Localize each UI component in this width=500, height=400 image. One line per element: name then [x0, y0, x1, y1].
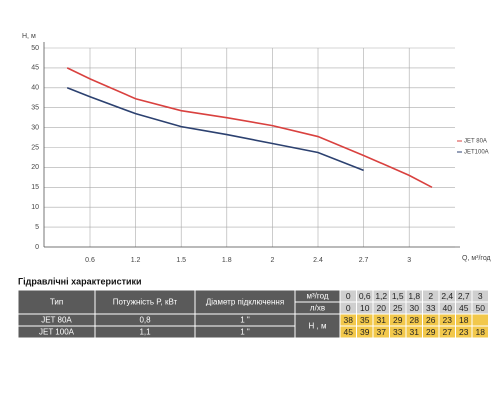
- head-value: 31: [377, 315, 387, 325]
- table-cell: 1,1: [139, 328, 151, 337]
- head-value: 39: [360, 327, 370, 337]
- flow-lpm: 40: [443, 303, 453, 313]
- x-tick-label: 0.6: [85, 257, 95, 264]
- flow-lpm: 0: [346, 303, 351, 313]
- table-cell: JET 80A: [41, 316, 72, 325]
- x-tick-label: 1.5: [176, 257, 186, 264]
- flow-m3h: 1,8: [408, 291, 420, 301]
- head-value: 29: [426, 327, 436, 337]
- head-value: 27: [443, 327, 453, 337]
- x-tick-label: 2.7: [359, 257, 369, 264]
- head-value: 28: [410, 315, 420, 325]
- head-value: 37: [377, 327, 387, 337]
- legend-label: JET 80A: [464, 139, 487, 145]
- flow-m3h: 1,2: [375, 291, 387, 301]
- x-tick-label: 2: [270, 257, 274, 264]
- table-cell: 1 ": [240, 316, 250, 325]
- head-value: 31: [410, 327, 420, 337]
- table-unit: м³/год: [306, 292, 328, 301]
- head-value: 26: [426, 315, 436, 325]
- head-value: 29: [393, 315, 403, 325]
- table-header: Діаметр підключення: [206, 298, 284, 307]
- flow-lpm: 33: [426, 303, 436, 313]
- y-tick-label: 20: [31, 164, 39, 171]
- y-tick-label: 35: [31, 105, 39, 112]
- flow-m3h: 2,4: [441, 291, 453, 301]
- flow-m3h: 1,5: [392, 291, 404, 301]
- y-tick-label: 25: [31, 144, 39, 151]
- head-value: 18: [459, 315, 469, 325]
- y-tick-label: 50: [31, 45, 39, 52]
- head-value-cell: [471, 325, 489, 339]
- table-title: Гідравлічні характеристики: [18, 276, 142, 286]
- head-value: 45: [344, 327, 354, 337]
- flow-m3h: 2: [428, 291, 433, 301]
- head-value: 35: [360, 315, 370, 325]
- table-head-label: H , м: [309, 322, 327, 331]
- table-head-label-cell: [294, 313, 341, 339]
- flow-m3h: 2,7: [458, 291, 470, 301]
- head-value-cell: [471, 313, 489, 327]
- y-axis-label: H, м: [22, 33, 36, 40]
- flow-m3h: 0: [346, 291, 351, 301]
- head-value: 23: [459, 327, 469, 337]
- table-cell: 1 ": [240, 328, 250, 337]
- flow-m3h: 0,6: [359, 291, 371, 301]
- table-header: Тип: [50, 298, 63, 307]
- table-unit: л/хв: [310, 304, 325, 313]
- x-tick-label: 1.2: [131, 257, 141, 264]
- y-tick-label: 15: [31, 184, 39, 191]
- flow-m3h: 3: [478, 291, 483, 301]
- table-header-cell: [17, 289, 96, 315]
- x-tick-label: 1.8: [222, 257, 232, 264]
- head-value: 23: [443, 315, 453, 325]
- flow-lpm: 20: [377, 303, 387, 313]
- y-tick-label: 0: [35, 244, 39, 251]
- flow-lpm: 25: [393, 303, 403, 313]
- head-value: 38: [344, 315, 354, 325]
- y-tick-label: 45: [31, 65, 39, 72]
- x-axis-label: Q, м³/год: [462, 255, 491, 262]
- flow-lpm: 45: [459, 303, 469, 313]
- head-value: 33: [393, 327, 403, 337]
- series-line: [66, 67, 433, 189]
- y-tick-label: 30: [31, 124, 39, 131]
- series-line: [66, 87, 364, 172]
- y-tick-label: 5: [35, 224, 39, 231]
- flow-lpm: 50: [476, 303, 486, 313]
- x-tick-label: 3: [407, 257, 411, 264]
- head-value: 18: [476, 327, 486, 337]
- table-cell: 0,8: [139, 316, 151, 325]
- y-tick-label: 40: [31, 85, 39, 92]
- flow-lpm: 10: [360, 303, 370, 313]
- flow-lpm: 30: [410, 303, 420, 313]
- table-header: Потужність P, кВт: [113, 298, 178, 307]
- table-header-cell: [194, 289, 296, 315]
- legend-label: JET100A: [464, 150, 489, 156]
- x-tick-label: 2.4: [313, 257, 323, 264]
- y-tick-label: 10: [31, 204, 39, 211]
- table-cell: JET 100A: [39, 328, 75, 337]
